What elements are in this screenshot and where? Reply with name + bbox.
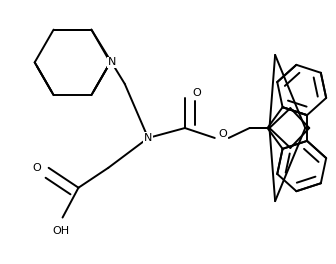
Text: O: O <box>218 129 227 139</box>
Text: O: O <box>32 163 41 173</box>
Text: N: N <box>144 133 152 143</box>
Text: O: O <box>193 88 201 98</box>
Text: OH: OH <box>52 227 69 237</box>
Text: N: N <box>108 57 117 67</box>
